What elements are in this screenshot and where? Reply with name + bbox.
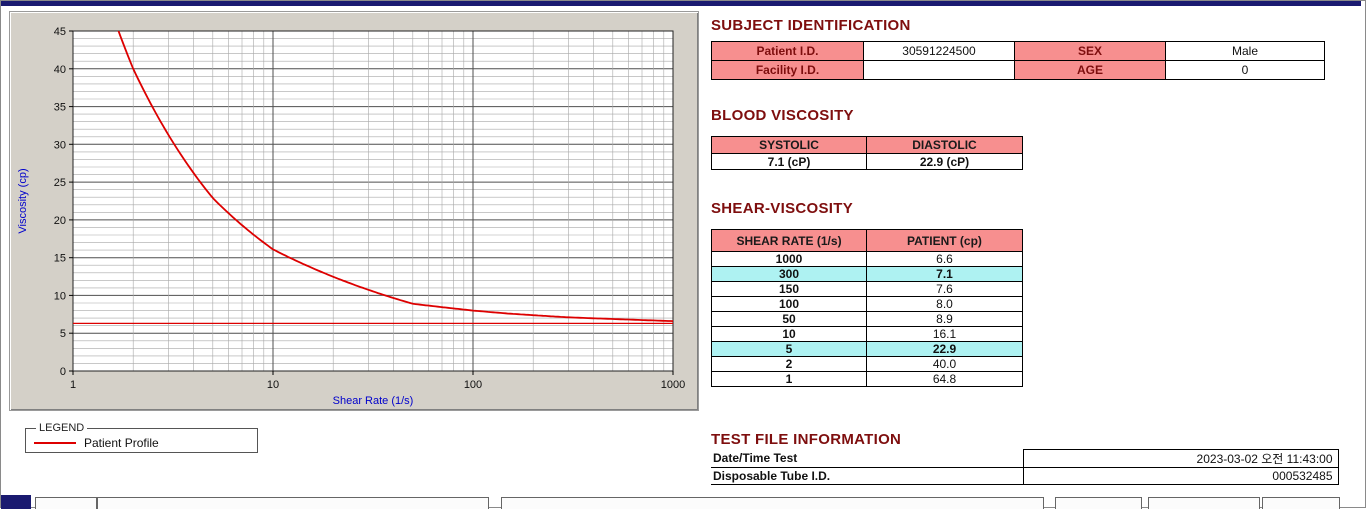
patient-id-label: Patient I.D. [711,41,864,61]
legend-series-label: Patient Profile [84,436,159,450]
diastolic-header: DIASTOLIC [866,136,1023,154]
patient-viscosity-value: 16.1 [866,326,1023,342]
table-row: Disposable Tube I.D. 000532485 [711,467,1339,485]
test-file-information-table: Date/Time Test 2023-03-02 오전 11:43:00 Di… [711,449,1339,485]
shear-rate-value: 50 [711,311,867,327]
patient-viscosity-value: 6.6 [866,251,1023,267]
shear-viscosity-row: 300 7.1 [711,266,1023,282]
subject-identification-title: SUBJECT IDENTIFICATION [711,17,911,34]
patient-cp-header: PATIENT (cp) [866,229,1023,252]
age-value: 0 [1165,60,1325,80]
date-time-test-value: 2023-03-02 오전 11:43:00 [1022,449,1339,468]
sex-value: Male [1165,41,1325,61]
patient-viscosity-value: 40.0 [866,356,1023,372]
bottom-button-5[interactable] [1148,497,1260,509]
shear-viscosity-row: 150 7.6 [711,281,1023,297]
disposable-tube-id-label: Disposable Tube I.D. [711,467,1023,485]
shear-rate-header: SHEAR RATE (1/s) [711,229,867,252]
bottom-button-3[interactable] [501,497,1044,509]
svg-text:1: 1 [70,379,76,391]
svg-text:45: 45 [54,26,66,38]
test-file-information-title: TEST FILE INFORMATION [711,431,902,448]
shear-rate-value: 150 [711,281,867,297]
shear-viscosity-row: 2 40.0 [711,356,1023,372]
legend-title: LEGEND [39,422,85,434]
legend-entry: Patient Profile [34,436,249,450]
systolic-header: SYSTOLIC [711,136,867,154]
shear-viscosity-row: 10 16.1 [711,326,1023,342]
blood-viscosity-table: SYSTOLIC DIASTOLIC 7.1 (cP) 22.9 (cP) [711,136,1023,170]
patient-viscosity-value: 8.9 [866,311,1023,327]
shear-viscosity-row: 100 8.0 [711,296,1023,312]
sex-label: SEX [1014,41,1166,61]
svg-text:10: 10 [267,379,279,391]
svg-text:Viscosity (cp): Viscosity (cp) [17,168,29,233]
shear-rate-value: 1 [711,371,867,387]
svg-text:20: 20 [54,215,66,227]
table-row: Facility I.D. AGE 0 [711,60,1325,80]
facility-id-value [863,60,1015,80]
svg-text:25: 25 [54,177,66,189]
bottom-accent-square [1,495,31,509]
table-row: Date/Time Test 2023-03-02 오전 11:43:00 [711,449,1339,468]
svg-text:1000: 1000 [661,379,685,391]
svg-text:30: 30 [54,139,66,151]
bottom-button-6[interactable] [1262,497,1340,509]
subject-identification-table: Patient I.D. 30591224500 SEX Male Facili… [711,41,1325,80]
table-row: SYSTOLIC DIASTOLIC [711,136,1023,154]
bottom-button-1[interactable] [35,497,97,509]
legend-box: LEGEND Patient Profile [25,422,258,453]
window-top-accent-bar [1,1,1361,6]
svg-text:0: 0 [60,366,66,378]
svg-text:10: 10 [54,290,66,302]
shear-viscosity-table: SHEAR RATE (1/s) PATIENT (cp) 1000 6.6 300… [711,229,1023,387]
facility-id-label: Facility I.D. [711,60,864,80]
age-label: AGE [1014,60,1166,80]
patient-id-value: 30591224500 [863,41,1015,61]
shear-viscosity-row: 5 22.9 [711,341,1023,357]
shear-viscosity-row: 50 8.9 [711,311,1023,327]
svg-text:40: 40 [54,64,66,76]
viscosity-chart-panel: 1 10 100 1000 0 5 10 15 20 25 30 35 40 45 Shear Rate (… [9,11,699,411]
table-header-row: SHEAR RATE (1/s) PATIENT (cp) [711,229,1023,252]
shear-rate-value: 300 [711,266,867,282]
patient-viscosity-value: 7.1 [866,266,1023,282]
table-row: Patient I.D. 30591224500 SEX Male [711,41,1325,61]
diastolic-value: 22.9 (cP) [866,153,1023,170]
bottom-button-2[interactable] [97,497,489,509]
shear-viscosity-row: 1 64.8 [711,371,1023,387]
patient-viscosity-value: 8.0 [866,296,1023,312]
date-time-test-label: Date/Time Test [711,449,1023,468]
blood-viscosity-title: BLOOD VISCOSITY [711,107,854,124]
shear-rate-value: 2 [711,356,867,372]
patient-profile-line-swatch [34,442,76,444]
svg-text:15: 15 [54,253,66,265]
bottom-cutoff-toolbar [1,494,1366,509]
svg-text:5: 5 [60,328,66,340]
shear-rate-value: 100 [711,296,867,312]
results-column: SUBJECT IDENTIFICATION Patient I.D. 3059… [711,1,1366,509]
table-row: 7.1 (cP) 22.9 (cP) [711,153,1023,170]
svg-text:Shear Rate (1/s): Shear Rate (1/s) [333,395,414,407]
svg-text:35: 35 [54,102,66,114]
shear-viscosity-chart: 1 10 100 1000 0 5 10 15 20 25 30 35 40 45 Shear Rate (… [17,26,685,407]
shear-rate-value: 10 [711,326,867,342]
shear-viscosity-title: SHEAR-VISCOSITY [711,200,854,217]
patient-viscosity-value: 22.9 [866,341,1023,357]
patient-viscosity-value: 64.8 [866,371,1023,387]
bottom-button-4[interactable] [1055,497,1142,509]
shear-viscosity-row: 1000 6.6 [711,251,1023,267]
disposable-tube-id-value: 000532485 [1022,467,1339,485]
shear-rate-value: 1000 [711,251,867,267]
patient-viscosity-value: 7.6 [866,281,1023,297]
svg-text:100: 100 [464,379,482,391]
systolic-value: 7.1 (cP) [711,153,867,170]
shear-rate-value: 5 [711,341,867,357]
